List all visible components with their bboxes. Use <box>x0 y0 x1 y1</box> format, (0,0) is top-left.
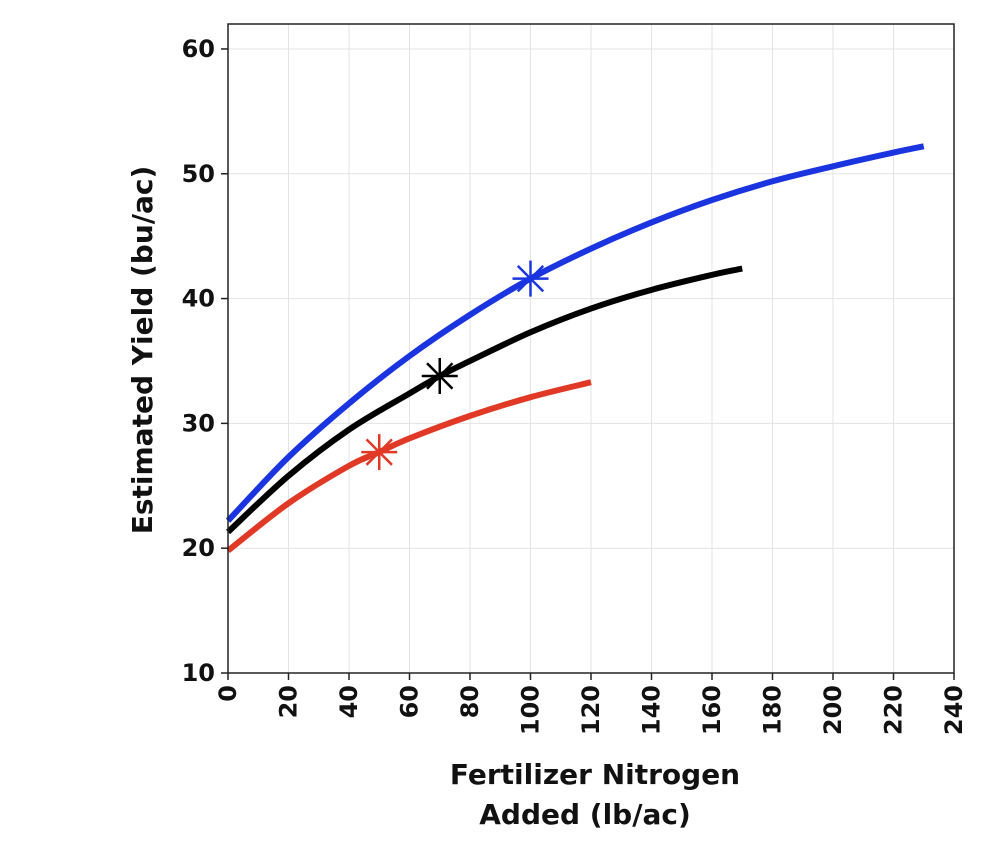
y-axis-ticks: 10 20 30 40 50 60 <box>182 35 228 687</box>
red-yield-curve <box>226 379 592 554</box>
x-tick-label: 20 <box>275 685 303 718</box>
black-asterisk-marker <box>421 357 458 394</box>
x-tick-label: 220 <box>880 685 908 735</box>
x-tick-label: 0 <box>214 685 242 702</box>
series-group <box>225 143 925 554</box>
x-tick-label: 100 <box>517 685 545 735</box>
blue-asterisk-marker <box>512 260 549 297</box>
y-tick-label: 60 <box>182 35 215 63</box>
y-tick-label: 20 <box>182 534 215 562</box>
x-tick-label: 180 <box>759 685 787 735</box>
x-axis-ticks: 0 20 40 60 80 100 120 140 160 180 200 220 240 <box>214 673 968 735</box>
x-tick-label: 40 <box>335 685 363 718</box>
y-tick-label: 10 <box>182 659 215 687</box>
y-tick-label: 50 <box>182 160 215 188</box>
y-tick-label: 40 <box>182 285 215 313</box>
x-tick-label: 120 <box>577 685 605 735</box>
black-yield-curve <box>225 265 743 535</box>
blue-yield-curve <box>225 143 925 523</box>
x-tick-label: 80 <box>456 685 484 718</box>
x-tick-label: 160 <box>698 685 726 735</box>
y-axis-label: Estimated Yield (bu/ac) <box>126 166 159 535</box>
red-asterisk-marker <box>361 434 398 471</box>
x-tick-label: 240 <box>940 685 968 735</box>
x-axis-label-line-2: Added (lb/ac) <box>479 798 691 831</box>
x-tick-label: 60 <box>396 685 424 718</box>
x-tick-label: 200 <box>819 685 847 735</box>
y-tick-label: 30 <box>182 409 215 437</box>
x-axis-label-line-1: Fertilizer Nitrogen <box>450 758 740 791</box>
x-tick-label: 140 <box>638 685 666 735</box>
